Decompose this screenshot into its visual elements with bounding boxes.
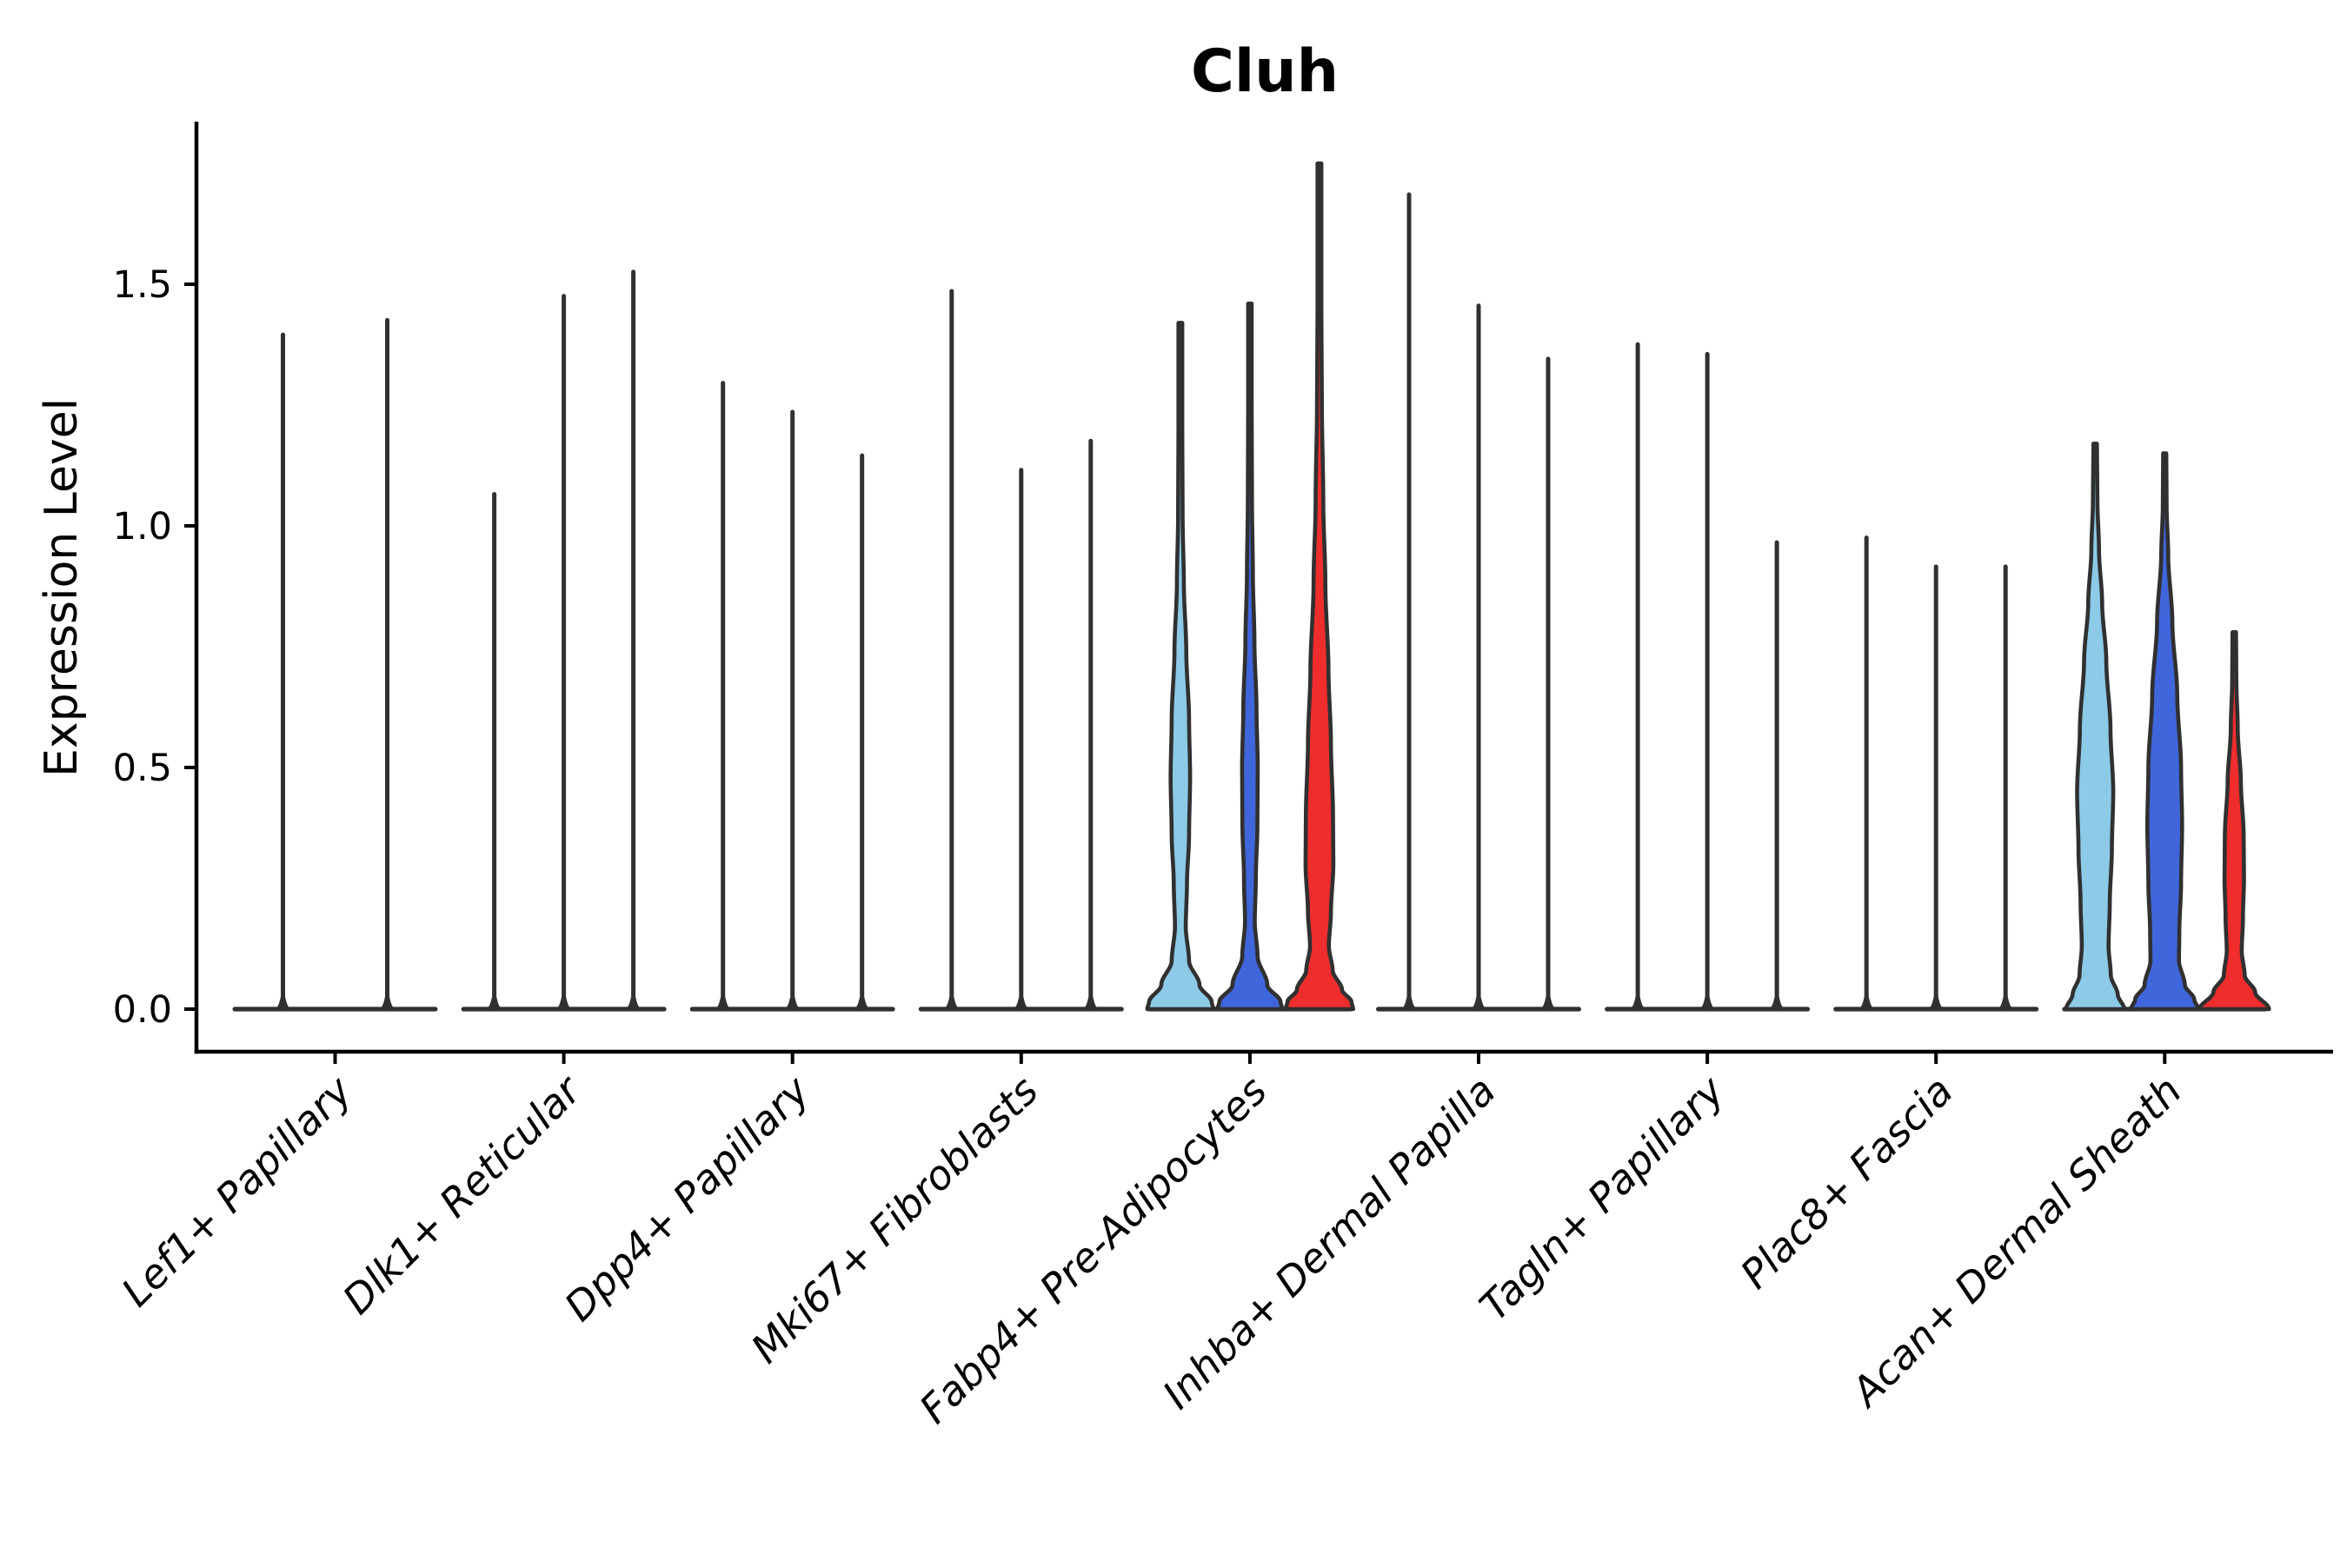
x-category-label: Plac8+ Fascia <box>1732 1067 1962 1298</box>
y-tick-label: 1.5 <box>113 263 172 307</box>
violin-group <box>1605 342 1811 1012</box>
violin-group <box>232 317 438 1012</box>
violin-base-flare <box>481 997 508 1012</box>
violin-base-flare <box>374 997 401 1012</box>
violin-group <box>918 289 1124 1012</box>
violin-group <box>689 381 895 1012</box>
violin-group <box>461 269 667 1012</box>
chart-title: Cluh <box>1191 37 1339 106</box>
violin-group <box>1145 161 1355 1012</box>
violin-base-flare <box>1853 997 1880 1012</box>
violin-group <box>2062 442 2271 1012</box>
violin-base-flare <box>779 997 806 1012</box>
violin-base-flare <box>938 997 965 1012</box>
violin-light_blue <box>1145 321 1216 1012</box>
violin-base-flare <box>1923 997 1950 1012</box>
x-category-label: Dpp4+ Papillary <box>555 1066 819 1330</box>
x-category-label: Lef1+ Papillary <box>112 1066 361 1315</box>
violin-base-flare <box>1625 997 1652 1012</box>
violin-baseline <box>232 1007 438 1012</box>
y-axis-label: Expression Level <box>36 398 88 777</box>
violin-base-flare <box>709 997 736 1012</box>
violin-base-flare <box>848 997 875 1012</box>
violin-base-flare <box>1764 997 1791 1012</box>
y-tick-label: 0.0 <box>113 988 172 1032</box>
x-category-label: Dlk1+ Reticular <box>334 1065 592 1323</box>
violin-base-flare <box>620 997 647 1012</box>
violin-light_blue <box>2064 442 2127 1012</box>
violin-group <box>1833 535 2039 1012</box>
violin-base-flare <box>1694 997 1721 1012</box>
violin-royal_blue <box>2129 451 2201 1012</box>
violin-base-flare <box>1007 997 1034 1012</box>
violin-red <box>1283 161 1355 1012</box>
violin-base-flare <box>1535 997 1561 1012</box>
violins-layer <box>232 161 2271 1012</box>
violin-base-flare <box>1466 997 1492 1012</box>
violin-base-flare <box>1396 997 1422 1012</box>
violin-base-flare <box>1077 997 1104 1012</box>
violin-red <box>2197 630 2271 1012</box>
violin-group <box>1376 192 1581 1012</box>
violin-royal_blue <box>1215 301 1285 1012</box>
x-category-label: Tagln+ Papillary <box>1471 1066 1734 1330</box>
y-tick-label: 0.5 <box>113 747 172 790</box>
y-tick-label: 1.0 <box>113 505 172 548</box>
y-axis: 0.0 0.5 1.0 1.5 <box>113 263 196 1032</box>
violin-base-flare <box>550 997 577 1012</box>
violin-base-flare <box>269 997 296 1012</box>
violin-base-flare <box>1992 997 2019 1012</box>
